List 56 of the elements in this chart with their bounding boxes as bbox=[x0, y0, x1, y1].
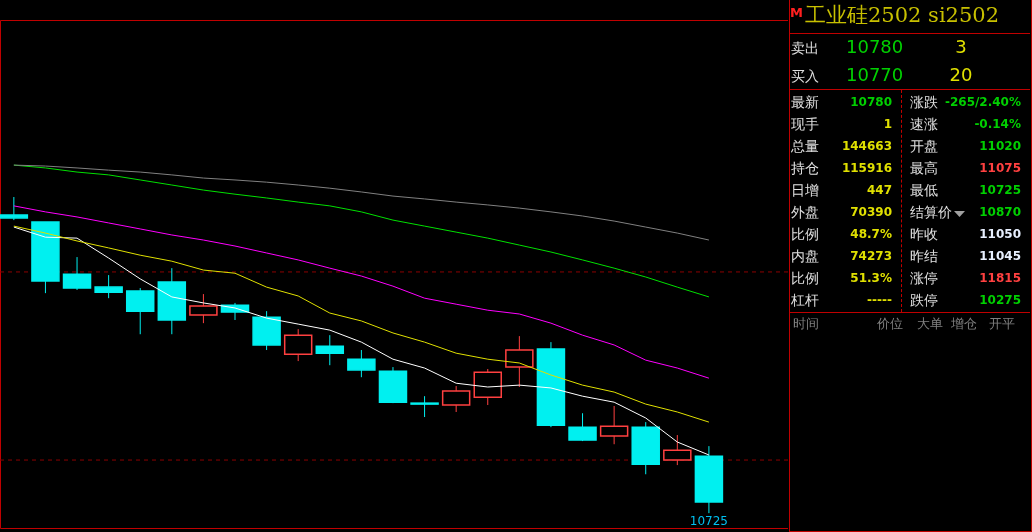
text: 外盘 bbox=[791, 204, 819, 220]
text: 内盘 bbox=[791, 248, 819, 264]
text: 开平 bbox=[989, 316, 1015, 331]
annotation: 10725 bbox=[689, 514, 729, 529]
text: 20 bbox=[948, 64, 974, 85]
text: 昨结 bbox=[910, 248, 938, 264]
text: 最低 bbox=[910, 182, 938, 198]
text: 11020 bbox=[979, 139, 1021, 153]
text: 11075 bbox=[979, 161, 1021, 175]
text: 涨跌 bbox=[910, 94, 938, 110]
text: 51.3% bbox=[850, 271, 892, 285]
text: 工业硅2502 si2502 bbox=[805, 3, 1000, 27]
text: M bbox=[790, 5, 803, 20]
text: 买入 bbox=[791, 68, 819, 84]
text: 卖出 bbox=[791, 40, 819, 56]
text: 11050 bbox=[979, 227, 1021, 241]
text: -0.14% bbox=[974, 117, 1021, 131]
text: 10725 bbox=[979, 183, 1021, 197]
candlestick bbox=[410, 395, 439, 418]
text: 74273 bbox=[850, 249, 892, 263]
text: 昨收 bbox=[910, 226, 938, 242]
text: 10870 bbox=[979, 205, 1021, 219]
text: 开盘 bbox=[910, 138, 938, 154]
text: 增仓 bbox=[951, 316, 977, 331]
text: 时间 bbox=[793, 316, 819, 331]
text: 跌停 bbox=[910, 292, 938, 308]
text: -265/2.40% bbox=[944, 95, 1021, 109]
text: 速涨 bbox=[910, 116, 938, 132]
text: 10770 bbox=[846, 64, 904, 85]
text: 比例 bbox=[791, 270, 819, 286]
text: 结算价 bbox=[910, 204, 952, 220]
candlestick bbox=[0, 196, 29, 221]
text: 比例 bbox=[791, 226, 819, 242]
text: 70390 bbox=[850, 205, 892, 219]
text: 杠杆 bbox=[791, 292, 819, 308]
text: 48.7% bbox=[850, 227, 892, 241]
text: 现手 bbox=[791, 116, 819, 132]
text: 10275 bbox=[979, 293, 1021, 307]
text: 日增 bbox=[791, 182, 819, 198]
text: 447 bbox=[866, 183, 892, 197]
text: 涨停 bbox=[910, 270, 938, 286]
text: 144663 bbox=[841, 139, 892, 153]
text: 最高 bbox=[910, 160, 938, 176]
text: 持仓 bbox=[791, 160, 819, 176]
text: 价位 bbox=[877, 316, 903, 331]
text: 10780 bbox=[846, 36, 904, 57]
text: 1 bbox=[883, 117, 892, 131]
text: ----- bbox=[867, 293, 892, 307]
text: 最新 bbox=[791, 94, 819, 110]
text: 115916 bbox=[841, 161, 892, 175]
text: 11045 bbox=[979, 249, 1021, 263]
text: 总量 bbox=[791, 138, 819, 154]
text: 11815 bbox=[979, 271, 1021, 285]
text: 3 bbox=[954, 36, 968, 57]
text: 10780 bbox=[850, 95, 892, 109]
text: 大单 bbox=[917, 316, 943, 331]
